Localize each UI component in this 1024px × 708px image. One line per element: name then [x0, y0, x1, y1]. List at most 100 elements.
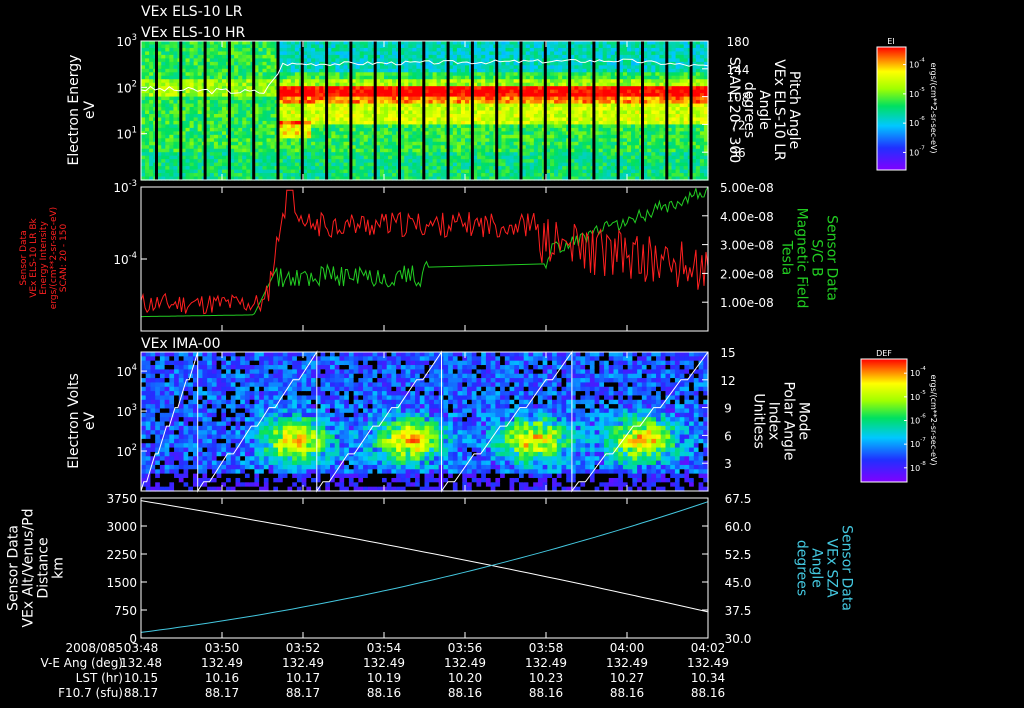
heatmap-cell [234, 79, 239, 84]
heatmap-cell [282, 82, 288, 87]
heatmap-cell [582, 93, 588, 98]
heatmap-cell [533, 173, 539, 178]
heatmap-cell [505, 162, 511, 167]
heatmap-cell [303, 120, 308, 125]
heatmap-cell [303, 93, 308, 98]
heatmap-cell [327, 68, 332, 73]
heatmap-cell [242, 127, 247, 132]
heatmap-cell [282, 141, 288, 146]
heatmap-cell [238, 72, 243, 77]
heatmap-cell [282, 162, 288, 167]
heatmap-cell [477, 110, 482, 115]
heatmap-cell [355, 100, 361, 105]
heatmap-cell [307, 134, 312, 139]
heatmap-cell [262, 47, 268, 53]
heatmap-cell [303, 51, 308, 56]
heatmap-cell [460, 107, 466, 112]
heatmap-cell [339, 72, 345, 77]
heatmap-cell [497, 169, 503, 174]
heatmap-cell [355, 96, 361, 101]
heatmap-cell [319, 96, 324, 101]
heatmap-cell [290, 79, 296, 84]
heatmap-cell [497, 61, 503, 66]
heatmap-cell [266, 166, 272, 171]
heatmap-cell [428, 124, 434, 129]
heatmap-cell [602, 89, 608, 94]
heatmap-cell [331, 127, 336, 132]
heatmap-cell [501, 96, 507, 101]
heatmap-cell [598, 162, 604, 167]
heatmap-cell [165, 82, 170, 87]
heatmap-cell [157, 120, 162, 125]
heatmap-cell [266, 44, 272, 49]
heatmap-cell [242, 79, 247, 84]
heatmap-cell [627, 61, 632, 66]
heatmap-cell [262, 61, 268, 66]
heatmap-cell [388, 79, 393, 84]
heatmap-cell [436, 145, 442, 150]
heatmap-cell [404, 107, 409, 112]
heatmap-cell [465, 152, 470, 157]
heatmap-cell [460, 72, 466, 77]
heatmap-cell [278, 86, 284, 91]
heatmap-cell [173, 58, 179, 63]
heatmap-cell [230, 120, 235, 125]
heatmap-cell [217, 134, 223, 139]
heatmap-cell [473, 120, 478, 125]
heatmap-cell [452, 173, 458, 178]
heatmap-cell [562, 159, 567, 164]
heatmap-cell [643, 152, 648, 157]
heatmap-cell [606, 162, 612, 167]
heatmap-cell [582, 127, 588, 132]
heatmap-cell [145, 89, 150, 94]
heatmap-cell [404, 44, 409, 49]
heatmap-cell [355, 148, 361, 153]
heatmap-cell [319, 110, 324, 115]
heatmap-cell [217, 138, 223, 143]
heatmap-cell [165, 103, 170, 108]
heatmap-cell [169, 58, 174, 63]
heatmap-cell [197, 72, 203, 77]
heatmap-cell [242, 107, 247, 112]
heatmap-cell [388, 82, 393, 87]
heatmap-cell [436, 134, 442, 139]
heatmap-cell [217, 169, 223, 174]
heatmap-cell [582, 124, 588, 129]
heatmap-cell [254, 107, 260, 112]
heatmap-cell [375, 131, 381, 136]
heatmap-cell [278, 127, 284, 132]
heatmap-cell [404, 152, 409, 157]
heatmap-cell [363, 68, 369, 73]
heatmap-cell [217, 86, 223, 91]
heatmap-cell [477, 93, 482, 98]
heatmap-cell [149, 117, 154, 122]
heatmap-cell [230, 103, 235, 108]
heatmap-cell [193, 113, 199, 119]
heatmap-cell [157, 141, 162, 146]
heatmap-cell [582, 113, 588, 119]
heatmap-cell [266, 93, 272, 98]
heatmap-cell [586, 93, 592, 98]
heatmap-cell [501, 124, 507, 129]
heatmap-cell [558, 58, 563, 63]
heatmap-cell [404, 100, 409, 105]
heatmap-cell [392, 145, 397, 150]
heatmap-cell [477, 173, 482, 178]
heatmap-cell [379, 117, 385, 122]
heatmap-cell [529, 51, 535, 56]
heatmap-cell [529, 54, 535, 59]
heatmap-cell [635, 110, 640, 115]
heatmap-cell [294, 117, 300, 122]
heatmap-cell [436, 103, 442, 108]
heatmap-cell [578, 93, 584, 98]
heatmap-cell [533, 166, 539, 171]
heatmap-cell [254, 124, 260, 129]
heatmap-cell [550, 124, 555, 129]
heatmap-cell [546, 169, 551, 174]
heatmap-cell [303, 107, 308, 112]
heatmap-cell [315, 152, 320, 157]
heatmap-cell [173, 138, 179, 143]
heatmap-cell [436, 107, 442, 112]
heatmap-cell [149, 44, 154, 49]
heatmap-cell [570, 173, 575, 178]
